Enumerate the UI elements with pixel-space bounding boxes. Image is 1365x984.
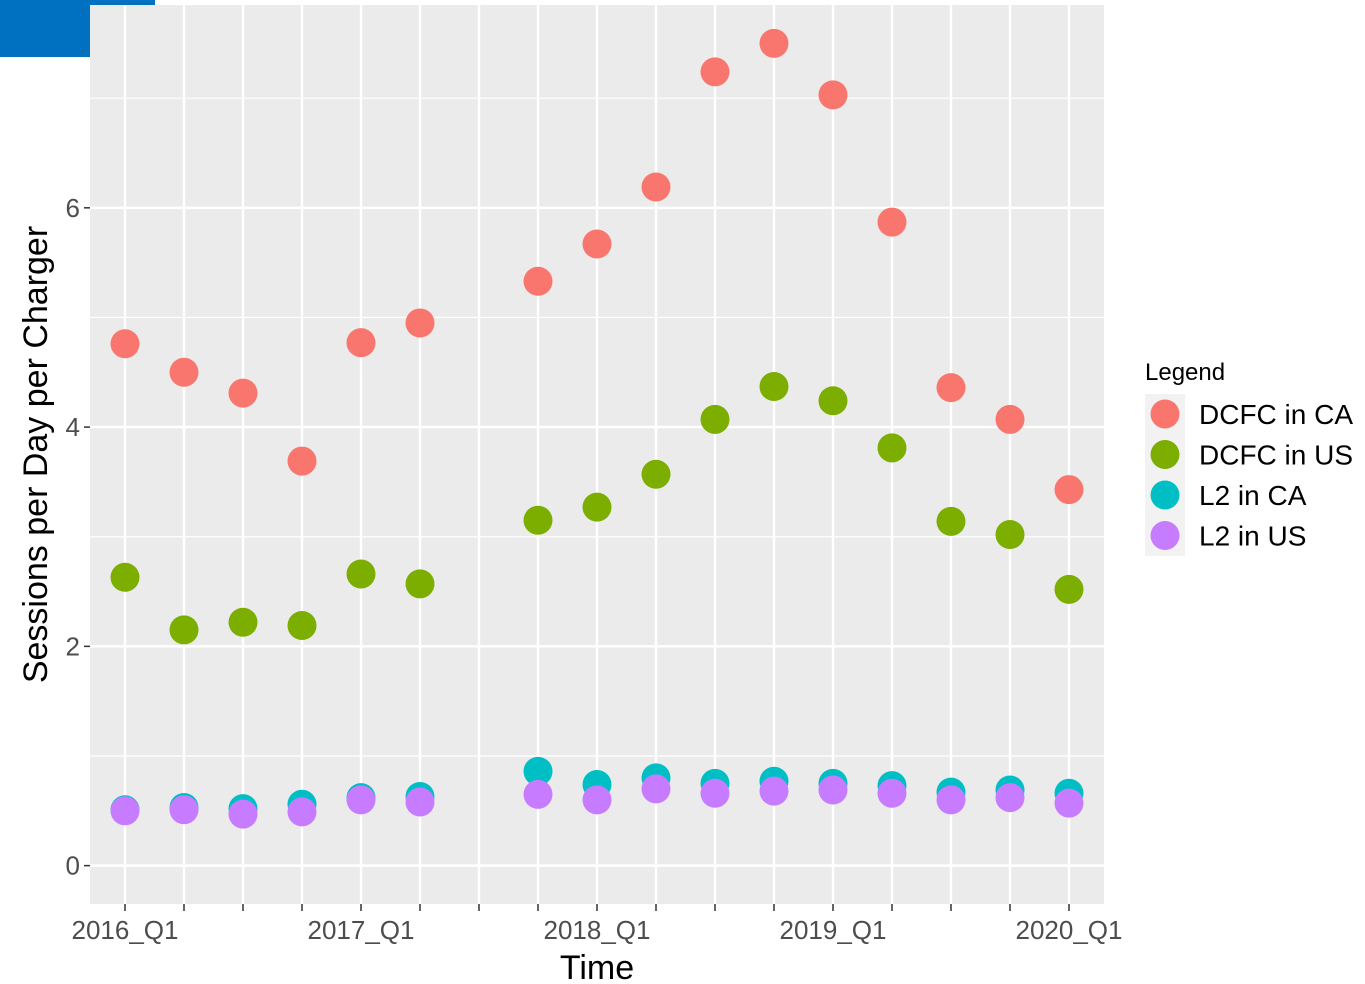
x-axis-title: Time [560, 949, 634, 984]
legend-label: DCFC in US [1199, 440, 1353, 471]
data-point-dcfc-in-us [346, 559, 376, 589]
data-point-dcfc-in-us [110, 562, 140, 592]
data-point-dcfc-in-ca [405, 308, 435, 338]
data-point-dcfc-in-ca [877, 207, 907, 237]
data-point-dcfc-in-ca [1054, 475, 1084, 505]
legend-key [1150, 440, 1180, 469]
y-tick-label: 4 [66, 412, 80, 442]
legend-title: Legend [1145, 359, 1225, 386]
data-point-l2-in-us [1054, 788, 1084, 818]
data-point-l2-in-us [405, 787, 435, 817]
data-point-dcfc-in-us [582, 492, 612, 522]
data-point-dcfc-in-us [936, 506, 966, 536]
grid-lines [90, 5, 1104, 904]
data-point-l2-in-ca [523, 756, 553, 786]
x-tick-label: 2016_Q1 [72, 915, 179, 945]
data-point-dcfc-in-us [1054, 574, 1084, 604]
legend-label: L2 in US [1199, 521, 1306, 552]
data-point-l2-in-us [287, 797, 317, 827]
data-point-dcfc-in-ca [523, 266, 553, 296]
data-point-dcfc-in-ca [346, 328, 376, 358]
data-point-l2-in-us [700, 778, 730, 808]
data-point-dcfc-in-ca [995, 404, 1025, 434]
data-point-dcfc-in-ca [818, 80, 848, 110]
data-point-l2-in-us [110, 796, 140, 826]
data-point-dcfc-in-us [169, 615, 199, 645]
data-point-l2-in-us [346, 785, 376, 815]
data-point-dcfc-in-ca [287, 446, 317, 476]
data-point-dcfc-in-us [818, 386, 848, 416]
legend-key [1150, 521, 1180, 550]
data-point-l2-in-us [169, 795, 199, 825]
data-point-l2-in-us [641, 774, 671, 804]
data-point-l2-in-us [759, 776, 789, 806]
data-point-dcfc-in-ca [110, 329, 140, 359]
data-point-dcfc-in-ca [936, 373, 966, 403]
data-point-l2-in-us [936, 785, 966, 815]
data-point-dcfc-in-us [641, 459, 671, 489]
data-point-dcfc-in-ca [169, 357, 199, 387]
data-point-dcfc-in-us [877, 433, 907, 463]
legend: Legend DCFC in CA DCFC in US L2 in CA L2 in… [1145, 359, 1353, 556]
y-tick-label: 6 [66, 193, 80, 223]
data-point-dcfc-in-us [523, 505, 553, 535]
y-axis-title: Sessions per Day per Charger [17, 226, 55, 683]
data-point-dcfc-in-ca [759, 28, 789, 58]
legend-label: L2 in CA [1199, 480, 1307, 511]
data-point-dcfc-in-ca [582, 229, 612, 259]
x-tick-label: 2018_Q1 [544, 915, 651, 945]
x-tick-label: 2017_Q1 [308, 915, 415, 945]
data-point-l2-in-us [582, 785, 612, 815]
y-tick-label: 2 [66, 631, 80, 661]
data-point-l2-in-us [995, 783, 1025, 813]
data-points [110, 28, 1084, 829]
x-tick-label: 2020_Q1 [1016, 915, 1123, 945]
legend-key [1150, 480, 1180, 510]
data-point-dcfc-in-ca [228, 378, 258, 408]
data-point-dcfc-in-us [287, 611, 317, 641]
x-tick-label: 2019_Q1 [780, 915, 887, 945]
axes: 0 2 4 6 2016_Q1 2017_Q1 2018_Q1 2019_Q1 2020_Q1 [66, 193, 1123, 945]
data-point-l2-in-us [523, 779, 553, 809]
data-point-dcfc-in-us [405, 569, 435, 599]
legend-label: DCFC in CA [1199, 399, 1353, 430]
data-point-l2-in-us [818, 775, 848, 805]
data-point-dcfc-in-ca [641, 172, 671, 202]
y-tick-label: 0 [66, 851, 80, 881]
data-point-l2-in-us [877, 778, 907, 808]
data-point-dcfc-in-us [759, 372, 789, 402]
data-point-l2-in-us [228, 799, 258, 829]
data-point-dcfc-in-us [228, 607, 258, 637]
data-point-dcfc-in-us [700, 404, 730, 434]
data-point-dcfc-in-us [995, 520, 1025, 550]
data-point-dcfc-in-ca [700, 57, 730, 87]
legend-key [1150, 399, 1180, 429]
